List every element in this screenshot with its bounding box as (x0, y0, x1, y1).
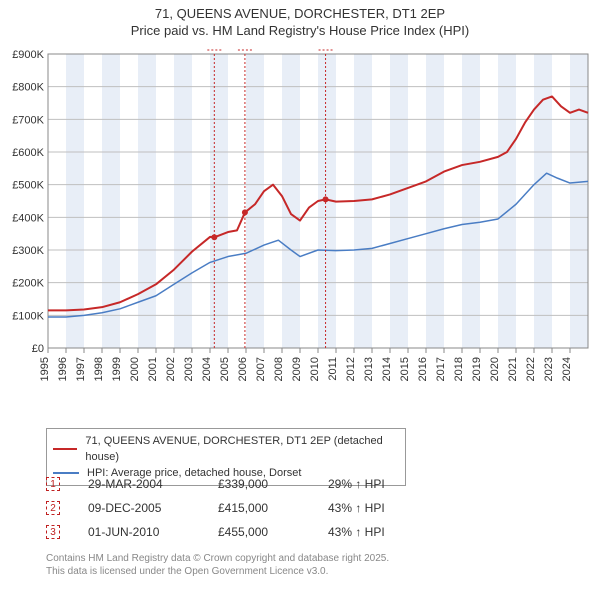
chart: £0 £100K £200K £300K £400K £500K £600K £700K £80… (8, 48, 592, 394)
footer-line: Contains HM Land Registry data © Crown c… (46, 552, 389, 565)
svg-text:1995: 1995 (39, 357, 51, 381)
svg-text:£600K: £600K (12, 147, 44, 159)
svg-text:1: 1 (212, 48, 218, 50)
svg-text:2017: 2017 (435, 357, 447, 381)
svg-text:2016: 2016 (417, 357, 429, 381)
svg-text:2008: 2008 (273, 357, 285, 381)
sales-row: 1 29-MAR-2004 £339,000 29% ↑ HPI (46, 472, 438, 496)
sale-date: 09-DEC-2005 (88, 501, 218, 515)
svg-text:£0: £0 (32, 343, 44, 355)
svg-text:2005: 2005 (219, 357, 231, 381)
legend-label: 71, QUEENS AVENUE, DORCHESTER, DT1 2EP (… (85, 433, 399, 465)
title-subtitle: Price paid vs. HM Land Registry's House … (0, 23, 600, 38)
svg-text:£400K: £400K (12, 212, 44, 224)
sale-marker-icon: 2 (46, 501, 60, 515)
svg-text:2024: 2024 (561, 357, 573, 381)
footer: Contains HM Land Registry data © Crown c… (46, 552, 389, 578)
svg-text:2023: 2023 (543, 357, 555, 381)
sale-marker-icon: 3 (46, 525, 60, 539)
svg-text:£100K: £100K (12, 310, 44, 322)
svg-text:2: 2 (242, 48, 248, 50)
svg-text:2021: 2021 (507, 357, 519, 381)
svg-text:3: 3 (323, 48, 329, 50)
svg-text:£800K: £800K (12, 82, 44, 94)
sales-row: 2 09-DEC-2005 £415,000 43% ↑ HPI (46, 496, 438, 520)
svg-text:2019: 2019 (471, 357, 483, 381)
footer-line: This data is licensed under the Open Gov… (46, 565, 389, 578)
svg-text:2018: 2018 (453, 357, 465, 381)
svg-text:2001: 2001 (147, 357, 159, 381)
svg-text:2003: 2003 (183, 357, 195, 381)
svg-text:2006: 2006 (237, 357, 249, 381)
svg-text:£700K: £700K (12, 114, 44, 126)
title-block: 71, QUEENS AVENUE, DORCHESTER, DT1 2EP P… (0, 0, 600, 38)
svg-text:2011: 2011 (327, 357, 339, 381)
sale-price: £455,000 (218, 525, 328, 539)
legend-swatch-icon (53, 448, 77, 450)
sale-date: 01-JUN-2010 (88, 525, 218, 539)
svg-text:2014: 2014 (381, 357, 393, 381)
title-address: 71, QUEENS AVENUE, DORCHESTER, DT1 2EP (0, 6, 600, 21)
svg-text:2012: 2012 (345, 357, 357, 381)
legend-row: 71, QUEENS AVENUE, DORCHESTER, DT1 2EP (… (53, 433, 399, 465)
sale-price: £339,000 (218, 477, 328, 491)
svg-text:£900K: £900K (12, 49, 44, 61)
svg-text:1999: 1999 (111, 357, 123, 381)
svg-text:2009: 2009 (291, 357, 303, 381)
page: 71, QUEENS AVENUE, DORCHESTER, DT1 2EP P… (0, 0, 600, 590)
sale-date: 29-MAR-2004 (88, 477, 218, 491)
svg-text:2020: 2020 (489, 357, 501, 381)
svg-text:1997: 1997 (75, 357, 87, 381)
svg-text:2022: 2022 (525, 357, 537, 381)
sales-row: 3 01-JUN-2010 £455,000 43% ↑ HPI (46, 520, 438, 544)
svg-text:2015: 2015 (399, 357, 411, 381)
svg-text:£200K: £200K (12, 278, 44, 290)
svg-text:2004: 2004 (201, 357, 213, 381)
svg-text:2002: 2002 (165, 357, 177, 381)
svg-text:£500K: £500K (12, 180, 44, 192)
sale-price: £415,000 (218, 501, 328, 515)
svg-text:2000: 2000 (129, 357, 141, 381)
svg-text:£300K: £300K (12, 245, 44, 257)
sale-hpi: 43% ↑ HPI (328, 501, 438, 515)
svg-text:2010: 2010 (309, 357, 321, 381)
sale-marker-icon: 1 (46, 477, 60, 491)
sale-hpi: 29% ↑ HPI (328, 477, 438, 491)
svg-text:2007: 2007 (255, 357, 267, 381)
svg-text:1996: 1996 (57, 357, 69, 381)
sale-hpi: 43% ↑ HPI (328, 525, 438, 539)
chart-svg: £0 £100K £200K £300K £400K £500K £600K £700K £80… (8, 48, 592, 394)
svg-text:1998: 1998 (93, 357, 105, 381)
sales-table: 1 29-MAR-2004 £339,000 29% ↑ HPI 2 09-DE… (46, 472, 438, 544)
svg-text:2013: 2013 (363, 357, 375, 381)
